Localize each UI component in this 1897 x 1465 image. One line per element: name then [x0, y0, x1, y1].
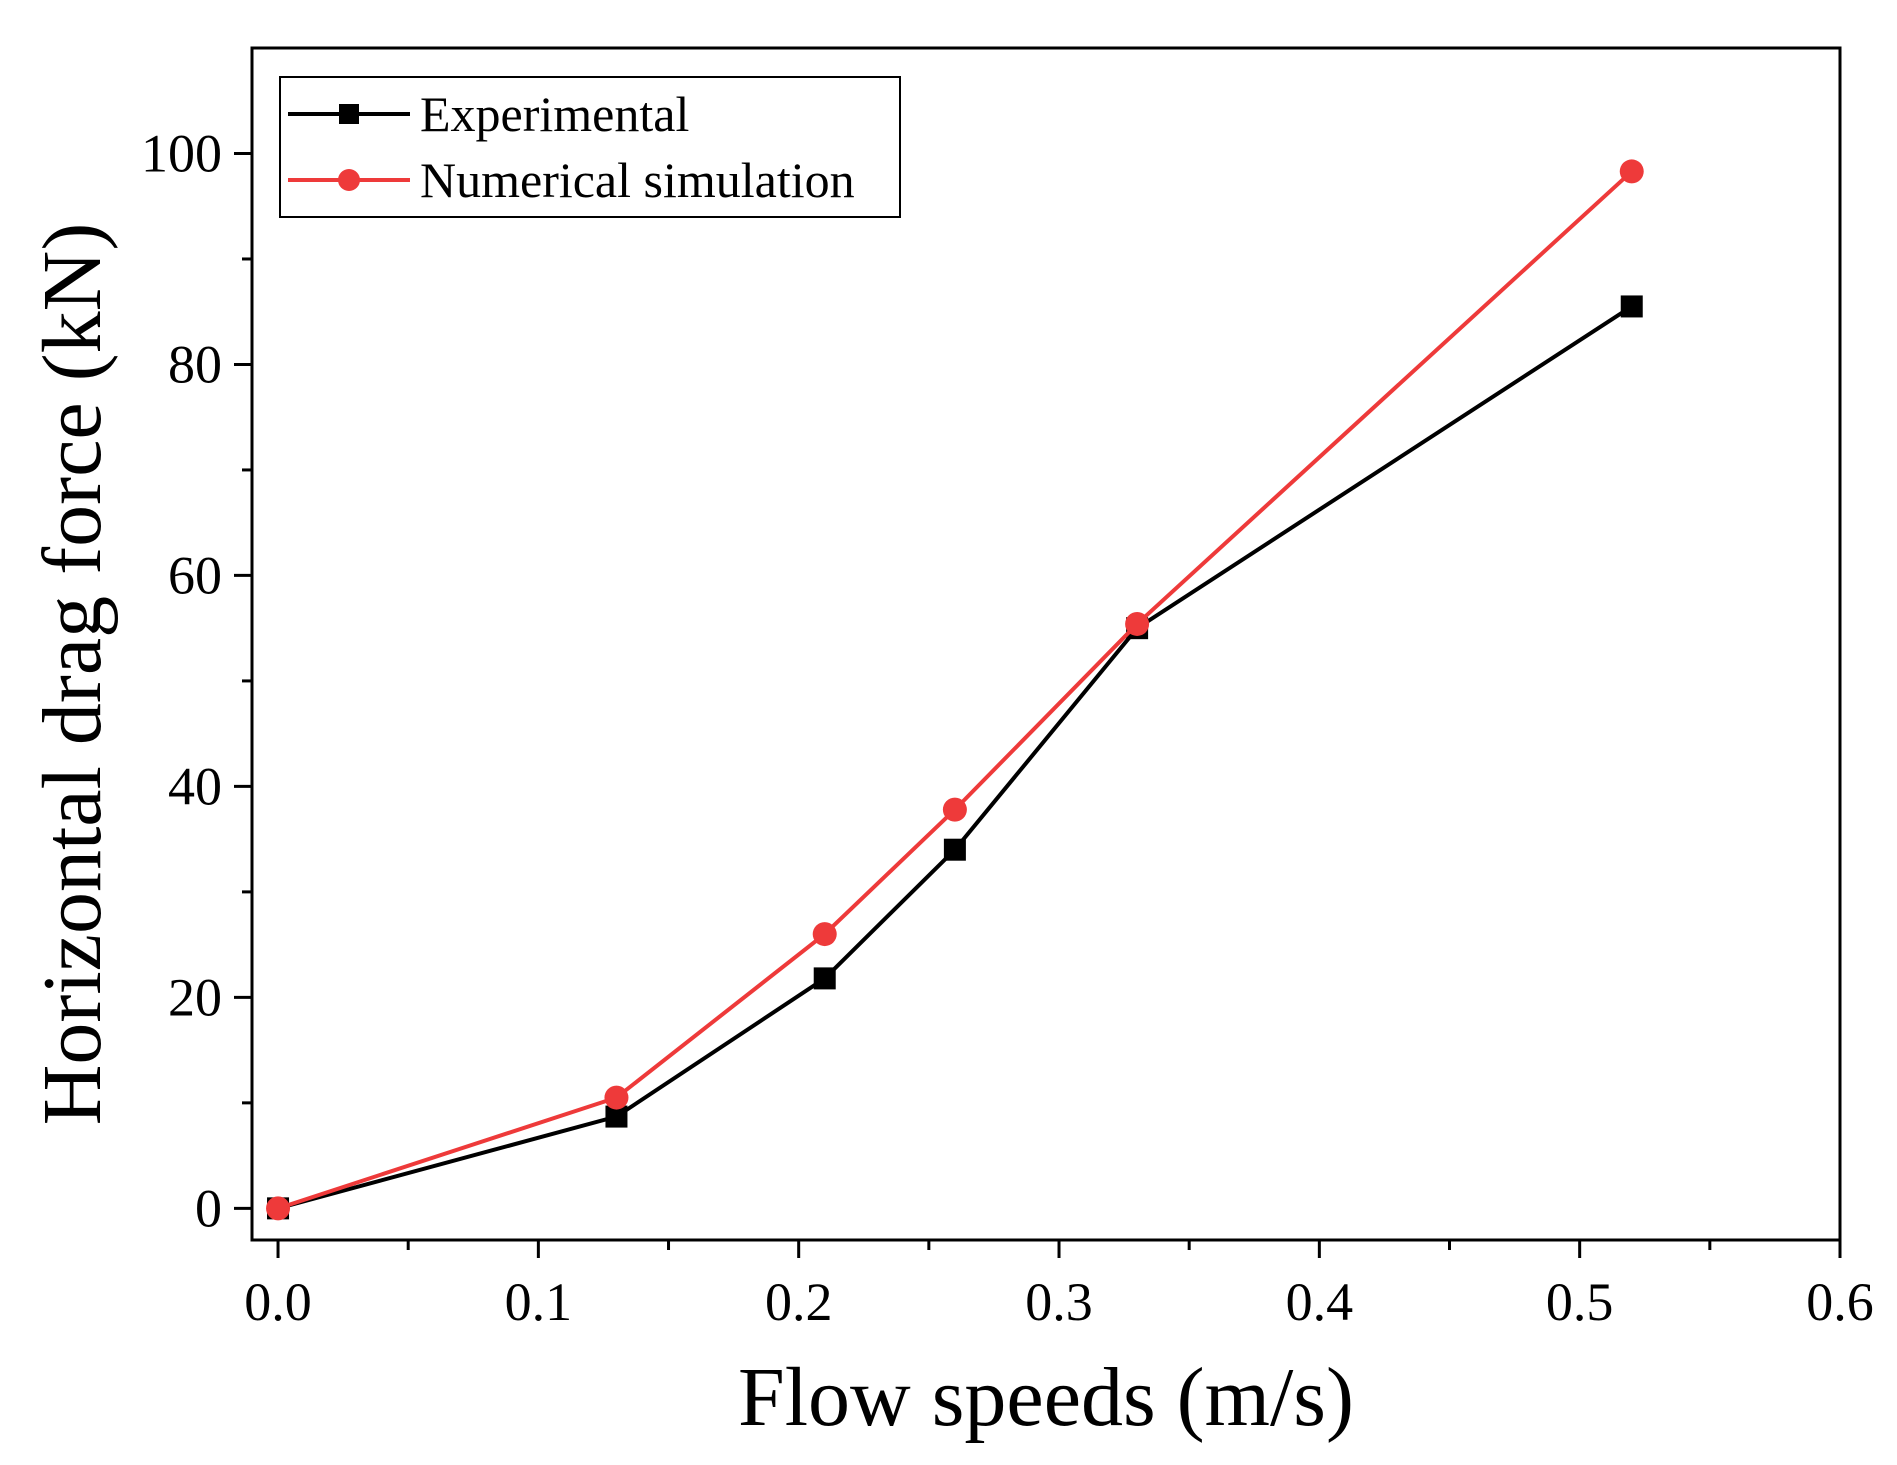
legend-marker-circle: [338, 169, 360, 191]
x-axis-ticks: 0.0 0.1 0.2 0.3 0.4 0.5 0.6: [244, 1240, 1874, 1332]
y-tick-label: 100: [141, 123, 222, 183]
y-axis-ticks: 0 20 40 60 80 100: [141, 123, 252, 1238]
x-tick-label: 0.1: [505, 1272, 573, 1332]
legend-label-experimental: Experimental: [420, 86, 689, 142]
series-line: [277, 169, 1634, 1211]
data-point-circle: [604, 1085, 629, 1110]
data-point-square: [605, 1105, 628, 1128]
data-point-square: [813, 967, 836, 990]
x-tick-label: 0.0: [244, 1272, 312, 1332]
x-tick-label: 0.6: [1806, 1272, 1874, 1332]
data-point-circle: [942, 797, 967, 822]
y-tick-label: 60: [168, 545, 222, 605]
x-tick-label: 0.3: [1025, 1272, 1093, 1332]
legend-label-numerical: Numerical simulation: [420, 152, 855, 208]
data-point-square: [1620, 295, 1643, 318]
data-point-circle: [1619, 159, 1644, 184]
series-line: [277, 304, 1633, 1211]
x-tick-label: 0.5: [1546, 1272, 1614, 1332]
x-axis-title: Flow speeds (m/s): [738, 1351, 1354, 1444]
legend-marker-square: [339, 104, 359, 124]
y-axis-title: Horizontal drag force (kN): [26, 223, 119, 1126]
data-point-circle: [1125, 611, 1150, 636]
legend: Experimental Numerical simulation: [279, 76, 901, 218]
y-tick-label: 0: [195, 1178, 222, 1238]
series-numerical: [266, 159, 1644, 1221]
data-point-circle: [266, 1196, 291, 1221]
series-experimental: [267, 295, 1643, 1220]
y-tick-label: 40: [168, 756, 222, 816]
x-tick-label: 0.2: [765, 1272, 833, 1332]
data-point-square: [943, 838, 966, 861]
plot-frame: [250, 46, 1842, 1242]
x-tick-label: 0.4: [1286, 1272, 1354, 1332]
legend-box: [279, 76, 901, 218]
series-layer: [266, 159, 1644, 1221]
data-point-circle: [812, 922, 837, 947]
y-tick-label: 80: [168, 334, 222, 394]
y-tick-label: 20: [168, 967, 222, 1027]
